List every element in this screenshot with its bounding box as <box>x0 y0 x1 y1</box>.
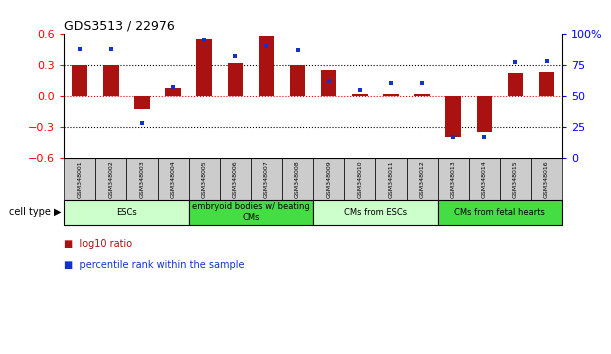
Text: GSM348015: GSM348015 <box>513 160 518 198</box>
Bar <box>189 158 220 200</box>
Point <box>230 53 240 59</box>
Text: GSM348013: GSM348013 <box>451 160 456 198</box>
Bar <box>321 70 337 96</box>
Bar <box>437 158 469 200</box>
Point <box>417 81 427 86</box>
Point <box>199 37 209 43</box>
Bar <box>103 65 119 96</box>
Point <box>386 81 396 86</box>
Bar <box>313 200 437 225</box>
Text: GSM348012: GSM348012 <box>420 160 425 198</box>
Point <box>168 84 178 90</box>
Bar <box>375 158 406 200</box>
Bar <box>189 200 313 225</box>
Bar <box>508 73 523 96</box>
Bar <box>500 158 531 200</box>
Text: GSM348014: GSM348014 <box>482 160 487 198</box>
Text: embryoid bodies w/ beating
CMs: embryoid bodies w/ beating CMs <box>192 202 310 222</box>
Text: GSM348002: GSM348002 <box>108 160 113 198</box>
Bar <box>445 96 461 137</box>
Bar <box>64 200 189 225</box>
Bar <box>134 96 150 109</box>
Bar <box>469 158 500 200</box>
Text: GSM348001: GSM348001 <box>77 160 82 198</box>
Text: CMs from ESCs: CMs from ESCs <box>344 208 407 217</box>
Bar <box>352 94 368 96</box>
Text: GSM348007: GSM348007 <box>264 160 269 198</box>
Bar <box>437 200 562 225</box>
Bar <box>344 158 375 200</box>
Bar <box>477 96 492 132</box>
Bar <box>64 158 95 200</box>
Text: ■  percentile rank within the sample: ■ percentile rank within the sample <box>64 260 244 270</box>
Bar <box>95 158 126 200</box>
Bar <box>251 158 282 200</box>
Point <box>75 46 84 51</box>
Bar <box>290 65 306 96</box>
Bar <box>258 36 274 96</box>
Text: CMs from fetal hearts: CMs from fetal hearts <box>455 208 545 217</box>
Text: ■  log10 ratio: ■ log10 ratio <box>64 239 132 249</box>
Bar <box>406 158 437 200</box>
Bar <box>282 158 313 200</box>
Point <box>480 134 489 140</box>
Point <box>511 59 521 65</box>
Bar <box>196 39 212 96</box>
Bar <box>220 158 251 200</box>
Bar <box>72 65 87 96</box>
Bar <box>158 158 189 200</box>
Text: GSM348008: GSM348008 <box>295 160 300 198</box>
Point <box>355 87 365 92</box>
Bar <box>166 87 181 96</box>
Text: GSM348009: GSM348009 <box>326 160 331 198</box>
Bar <box>531 158 562 200</box>
Point <box>137 120 147 126</box>
Point <box>324 78 334 84</box>
Text: GSM348003: GSM348003 <box>139 160 144 198</box>
Point <box>262 43 271 49</box>
Text: GSM348016: GSM348016 <box>544 160 549 198</box>
Text: GSM348005: GSM348005 <box>202 160 207 198</box>
Bar <box>414 94 430 96</box>
Text: GDS3513 / 22976: GDS3513 / 22976 <box>64 19 175 33</box>
Text: GSM348010: GSM348010 <box>357 160 362 198</box>
Bar <box>313 158 344 200</box>
Point <box>106 46 115 51</box>
Text: GSM348004: GSM348004 <box>170 160 175 198</box>
Bar <box>126 158 158 200</box>
Point <box>448 134 458 140</box>
Text: GSM348006: GSM348006 <box>233 160 238 198</box>
Point <box>293 47 302 53</box>
Bar <box>539 72 554 96</box>
Bar <box>227 63 243 96</box>
Text: GSM348011: GSM348011 <box>389 160 393 198</box>
Bar <box>383 94 399 96</box>
Point <box>542 58 552 64</box>
Text: ESCs: ESCs <box>116 208 137 217</box>
Text: cell type ▶: cell type ▶ <box>9 207 61 217</box>
